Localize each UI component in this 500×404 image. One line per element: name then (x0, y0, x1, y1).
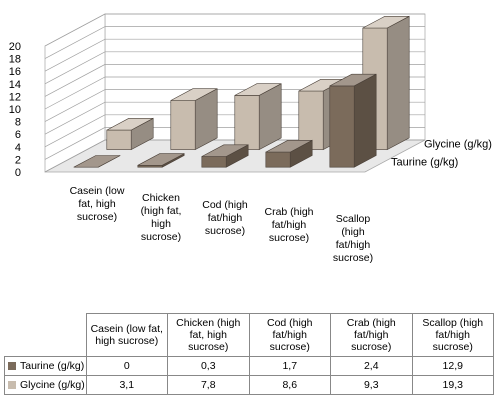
taurine-bar-top (329, 73, 377, 87)
table-cell: 2,4 (330, 356, 413, 376)
y-tick-label: 18 (9, 54, 21, 66)
table-row-glycine: Glycine (g/kg) 3,1 7,8 8,6 9,3 19,3 (4, 375, 494, 395)
taurine-bar (329, 85, 355, 168)
taurine-bar (201, 156, 227, 168)
table-header-row: Casein (low fat, high sucrose) Chicken (… (5, 313, 494, 357)
table-row-taurine: Taurine (g/kg) 0 0,3 1,7 2,4 12,9 (4, 356, 494, 376)
y-tick-label: 10 (9, 104, 21, 116)
x-category-label: Crab (high fat/high sucrose) (264, 206, 313, 244)
data-table: Casein (low fat, high sucrose) Chicken (… (4, 313, 494, 395)
glycine-bar-top (170, 88, 218, 101)
taurine-bar-top (265, 140, 313, 153)
glycine-bar-side (386, 15, 410, 151)
glycine-bar-top (106, 118, 154, 131)
taurine-bar-side (353, 73, 377, 168)
y-tick-label: 16 (9, 66, 21, 78)
taurine-bar-top (73, 155, 121, 168)
table-header-crab: Crab (high fat/high sucrose) (330, 313, 413, 357)
x-category-label: Scallop (high fat/high sucrose) (333, 213, 373, 264)
glycine-bar (170, 100, 196, 150)
row-label-taurine: Taurine (g/kg) (4, 356, 87, 376)
gridline (44, 38, 425, 72)
glycine-bar (106, 129, 132, 150)
glycine-bar-top (362, 15, 410, 29)
table-header-cod: Cod (high fat/high sucrose) (248, 313, 331, 357)
y-tick-label: 20 (9, 41, 21, 53)
taurine-bar (265, 151, 291, 168)
glycine-bar (234, 95, 260, 150)
series-axis-label: Glycine (g/kg) (424, 139, 492, 151)
x-category-label: Casein (low fat, high sucrose) (70, 185, 125, 223)
table-header-casein: Casein (low fat, high sucrose) (85, 313, 168, 357)
glycine-label: Glycine (g/kg) (20, 379, 85, 391)
gridline (44, 13, 425, 47)
table-corner (5, 314, 87, 357)
table-cell: 12,9 (411, 356, 494, 376)
y-tick-label: 0 (15, 167, 21, 179)
taurine-legend-key (8, 362, 16, 371)
table-header-chicken: Chicken (high fat, high sucrose) (167, 313, 250, 357)
table-cell: 7,8 (167, 375, 250, 395)
x-category-label: Chicken (high fat, high sucrose) (141, 192, 182, 243)
row-label-glycine: Glycine (g/kg) (4, 375, 87, 395)
y-tick-label: 12 (9, 91, 21, 103)
table-header-scallop: Scallop (high fat/high sucrose) (411, 313, 494, 357)
taurine-bar-top (201, 144, 249, 157)
table-cell: 3,1 (85, 375, 168, 395)
table-cell: 1,7 (248, 356, 331, 376)
table-cell: 9,3 (330, 375, 413, 395)
x-category-label: Cod (high fat/high sucrose) (202, 199, 248, 237)
glycine-legend-key (8, 381, 16, 390)
gridline (44, 76, 425, 110)
gridline (44, 64, 425, 97)
taurine-bar-top (137, 153, 185, 166)
y-tick-label: 2 (15, 154, 21, 166)
series-axis-label: Taurine (g/kg) (391, 156, 458, 168)
y-tick-label: 14 (9, 79, 21, 91)
glycine-bar-top (234, 83, 282, 96)
y-tick-label: 8 (15, 117, 21, 129)
table-cell: 19,3 (411, 375, 494, 395)
table-cell: 0 (85, 356, 168, 376)
gridline (44, 51, 425, 85)
gridline (44, 26, 425, 59)
y-tick-label: 4 (15, 142, 21, 154)
table-cell: 8,6 (248, 375, 331, 395)
table-cell: 0,3 (167, 356, 250, 376)
y-tick-label: 6 (15, 129, 21, 141)
taurine-label: Taurine (g/kg) (20, 360, 85, 372)
